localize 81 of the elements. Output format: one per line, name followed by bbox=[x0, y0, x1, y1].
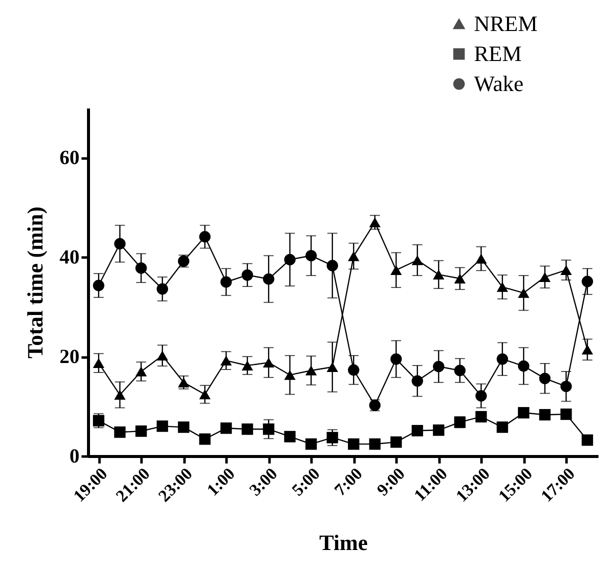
point bbox=[199, 231, 211, 242]
point bbox=[412, 255, 424, 266]
point bbox=[305, 250, 317, 262]
point bbox=[262, 358, 274, 368]
point bbox=[135, 262, 147, 274]
x-axis-title: Time bbox=[319, 530, 368, 555]
point bbox=[582, 434, 594, 446]
x-tick-label: 3:00 bbox=[246, 464, 282, 500]
point bbox=[178, 421, 190, 433]
point bbox=[539, 409, 551, 420]
point bbox=[454, 364, 466, 376]
point bbox=[284, 254, 296, 266]
point bbox=[475, 390, 487, 402]
point bbox=[262, 423, 274, 435]
point bbox=[348, 251, 360, 262]
point bbox=[496, 282, 508, 292]
point bbox=[92, 280, 104, 292]
point bbox=[560, 265, 572, 276]
point bbox=[432, 424, 444, 436]
point bbox=[348, 438, 360, 450]
point bbox=[539, 372, 551, 384]
point bbox=[92, 358, 104, 368]
point bbox=[114, 390, 126, 400]
point bbox=[262, 273, 274, 285]
point bbox=[135, 366, 147, 376]
point bbox=[156, 420, 168, 432]
point bbox=[496, 353, 508, 365]
point bbox=[432, 360, 444, 372]
point bbox=[412, 375, 424, 387]
point bbox=[475, 411, 487, 422]
point bbox=[560, 408, 572, 420]
point bbox=[326, 362, 338, 372]
point bbox=[305, 438, 317, 450]
x-tick-label: 7:00 bbox=[330, 464, 366, 500]
point bbox=[539, 272, 551, 282]
point bbox=[156, 283, 168, 295]
point bbox=[475, 254, 487, 264]
point bbox=[326, 432, 338, 444]
point bbox=[305, 366, 317, 376]
x-tick-label: 5:00 bbox=[288, 464, 324, 500]
point bbox=[560, 380, 572, 392]
point bbox=[496, 421, 508, 433]
y-tick-label: 40 bbox=[60, 246, 80, 269]
y-tick-label: 0 bbox=[70, 446, 80, 468]
y-tick-label: 60 bbox=[60, 147, 80, 170]
point bbox=[454, 274, 466, 284]
point bbox=[156, 350, 168, 361]
point bbox=[390, 353, 402, 365]
point bbox=[135, 425, 147, 437]
x-tick-label: 9:00 bbox=[373, 464, 409, 500]
point bbox=[390, 265, 402, 276]
point bbox=[242, 423, 254, 435]
point bbox=[242, 269, 254, 281]
legend-label: Wake bbox=[474, 71, 524, 96]
legend-label: REM bbox=[474, 41, 522, 66]
point bbox=[220, 356, 232, 366]
point bbox=[348, 364, 360, 376]
x-tick-label: 1:00 bbox=[203, 464, 239, 500]
point bbox=[199, 389, 211, 400]
point bbox=[242, 360, 254, 370]
point bbox=[369, 438, 381, 450]
point bbox=[284, 430, 296, 442]
point bbox=[220, 276, 232, 288]
point bbox=[390, 436, 402, 448]
point bbox=[369, 217, 381, 228]
point bbox=[284, 370, 296, 380]
y-axis-title: Total time (min) bbox=[22, 206, 48, 358]
point bbox=[199, 433, 211, 445]
point bbox=[412, 424, 424, 436]
point bbox=[582, 344, 594, 355]
point bbox=[518, 288, 530, 298]
y-tick-label: 20 bbox=[60, 346, 80, 368]
point bbox=[114, 426, 126, 438]
point bbox=[432, 270, 444, 280]
point bbox=[518, 360, 530, 372]
point bbox=[326, 260, 338, 272]
point bbox=[114, 238, 126, 250]
point bbox=[220, 422, 232, 434]
legend-label: NREM bbox=[474, 11, 538, 36]
point bbox=[518, 407, 530, 418]
point bbox=[582, 276, 594, 288]
